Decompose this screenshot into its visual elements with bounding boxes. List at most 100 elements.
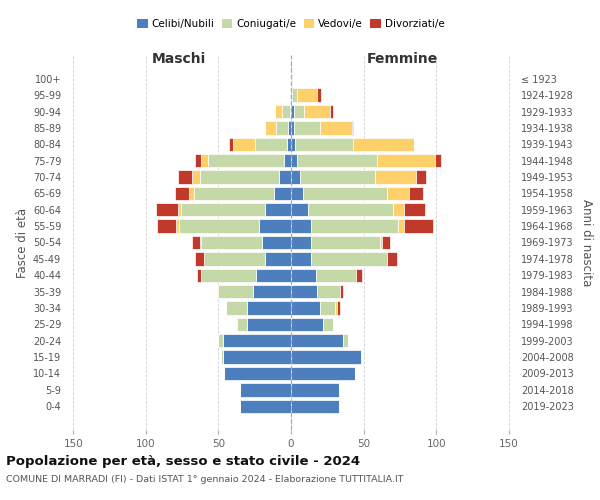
Bar xyxy=(291,285,317,298)
Bar xyxy=(361,350,362,364)
Y-axis label: Fasce di età: Fasce di età xyxy=(16,208,29,278)
Bar xyxy=(217,285,218,298)
Bar xyxy=(192,170,200,183)
Text: Femmine: Femmine xyxy=(367,52,439,66)
Bar xyxy=(317,285,340,298)
Bar xyxy=(387,252,397,266)
Bar xyxy=(194,186,274,200)
Bar xyxy=(223,334,291,347)
Bar xyxy=(200,170,280,183)
Bar xyxy=(179,220,259,233)
Y-axis label: Anni di nascita: Anni di nascita xyxy=(580,199,593,286)
Bar xyxy=(201,154,208,168)
Bar xyxy=(382,236,390,249)
Bar xyxy=(340,285,343,298)
Bar xyxy=(295,138,353,151)
Bar xyxy=(176,220,179,233)
Bar xyxy=(291,252,311,266)
Bar xyxy=(404,203,425,216)
Bar xyxy=(192,236,200,249)
Bar xyxy=(320,121,352,134)
Bar xyxy=(291,203,308,216)
Bar xyxy=(253,285,291,298)
Bar xyxy=(237,318,247,331)
Bar xyxy=(302,186,387,200)
Bar xyxy=(218,285,253,298)
Bar xyxy=(291,220,311,233)
Bar xyxy=(404,220,433,233)
Bar xyxy=(265,203,291,216)
Bar xyxy=(226,302,247,314)
Bar xyxy=(280,170,291,183)
Bar xyxy=(204,252,265,266)
Bar xyxy=(375,170,416,183)
Bar xyxy=(292,88,297,102)
Bar xyxy=(291,350,361,364)
Bar xyxy=(356,268,362,282)
Bar xyxy=(157,220,176,233)
Bar xyxy=(380,236,382,249)
Bar xyxy=(218,334,223,347)
Bar xyxy=(233,138,255,151)
Bar xyxy=(311,252,387,266)
Bar xyxy=(221,350,223,364)
Bar xyxy=(178,170,192,183)
Bar xyxy=(291,88,292,102)
Bar xyxy=(392,203,404,216)
Bar xyxy=(291,318,323,331)
Bar xyxy=(201,236,262,249)
Bar xyxy=(291,268,316,282)
Bar xyxy=(320,302,335,314)
Bar xyxy=(398,220,404,233)
Text: Maschi: Maschi xyxy=(152,52,206,66)
Bar xyxy=(435,154,440,168)
Bar xyxy=(240,383,291,396)
Bar xyxy=(274,186,291,200)
Bar xyxy=(223,350,291,364)
Legend: Celibi/Nubili, Coniugati/e, Vedovi/e, Divorziati/e: Celibi/Nubili, Coniugati/e, Vedovi/e, Di… xyxy=(133,15,449,34)
Bar xyxy=(277,121,288,134)
Bar xyxy=(291,367,355,380)
Text: COMUNE DI MARRADI (FI) - Dati ISTAT 1° gennaio 2024 - Elaborazione TUTTITALIA.IT: COMUNE DI MARRADI (FI) - Dati ISTAT 1° g… xyxy=(6,475,404,484)
Bar xyxy=(317,88,322,102)
Bar xyxy=(265,252,291,266)
Bar xyxy=(294,121,320,134)
Bar xyxy=(190,186,194,200)
Bar xyxy=(229,138,233,151)
Bar xyxy=(287,138,291,151)
Bar xyxy=(308,203,392,216)
Bar xyxy=(409,186,423,200)
Bar xyxy=(236,318,237,331)
Bar xyxy=(291,236,311,249)
Bar xyxy=(262,236,291,249)
Bar xyxy=(291,121,294,134)
Bar xyxy=(311,220,398,233)
Bar xyxy=(297,88,317,102)
Bar xyxy=(343,334,347,347)
Bar xyxy=(156,203,178,216)
Bar xyxy=(337,302,340,314)
Bar xyxy=(300,170,375,183)
Bar xyxy=(416,170,426,183)
Bar xyxy=(335,302,337,314)
Bar xyxy=(304,105,330,118)
Bar xyxy=(256,268,291,282)
Bar xyxy=(197,268,201,282)
Bar xyxy=(178,203,181,216)
Bar xyxy=(288,121,291,134)
Bar xyxy=(290,105,291,118)
Bar xyxy=(294,105,304,118)
Bar xyxy=(291,105,294,118)
Bar xyxy=(284,154,291,168)
Bar xyxy=(387,186,409,200)
Bar xyxy=(282,105,290,118)
Bar xyxy=(181,203,265,216)
Bar xyxy=(291,400,339,413)
Bar xyxy=(195,154,201,168)
Bar xyxy=(323,318,333,331)
Bar xyxy=(352,121,353,134)
Bar xyxy=(265,121,277,134)
Bar xyxy=(200,236,201,249)
Bar xyxy=(297,154,377,168)
Bar xyxy=(255,138,287,151)
